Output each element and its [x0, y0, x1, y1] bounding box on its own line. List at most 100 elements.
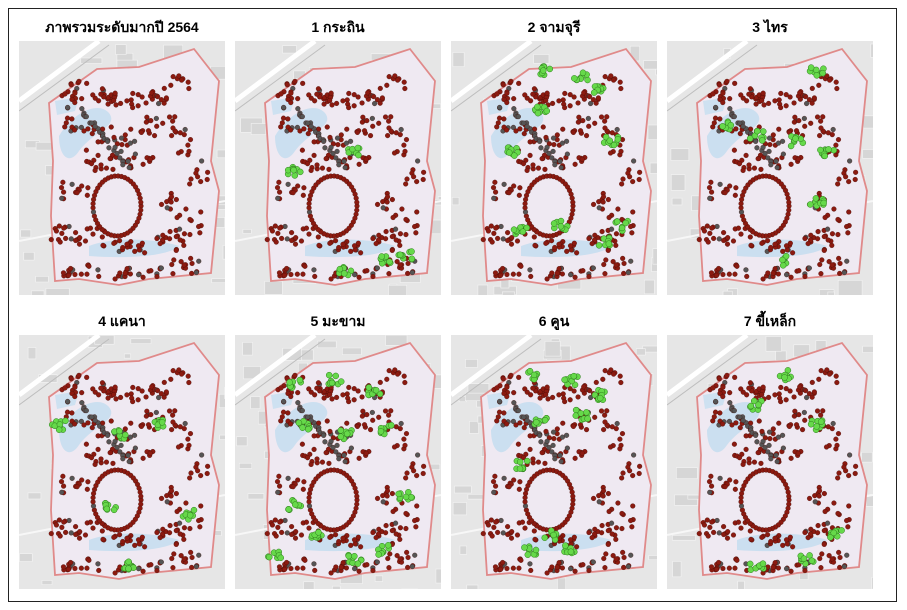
tree-point: [393, 237, 399, 243]
tree-point: [145, 128, 152, 134]
tree-point: [386, 368, 392, 374]
highlight-tree-point: [541, 417, 549, 424]
highlight-tree-point: [813, 423, 820, 430]
tree-point: [338, 132, 344, 138]
tree-point: [776, 126, 782, 132]
tree-point: [59, 195, 65, 201]
tree-point: [305, 161, 311, 167]
tree-point: [138, 199, 144, 205]
tree-point: [786, 423, 792, 429]
tree-point: [746, 456, 752, 462]
tree-point: [590, 201, 597, 207]
tree-point: [388, 114, 394, 120]
tree-point: [100, 242, 106, 248]
tree-point: [188, 255, 194, 261]
tree-point: [564, 151, 570, 157]
tree-point: [187, 232, 193, 238]
tree-point: [613, 525, 619, 531]
tree-point: [174, 214, 180, 221]
tree-point: [716, 530, 722, 536]
tree-point: [517, 126, 523, 132]
tree-point: [770, 426, 776, 432]
tree-point: [491, 489, 497, 495]
tree-point: [821, 491, 827, 497]
tree-point: [275, 230, 281, 236]
tree-point: [142, 250, 148, 256]
campus-map: [235, 41, 441, 295]
tree-point: [110, 166, 116, 172]
tree-point: [389, 528, 395, 534]
tree-point: [99, 528, 105, 534]
tree-point: [173, 247, 179, 253]
tree-point: [48, 237, 54, 243]
tree-point: [85, 479, 91, 485]
tree-point: [289, 524, 295, 530]
tree-point: [613, 556, 619, 562]
tree-point: [62, 91, 68, 97]
tree-point: [510, 418, 516, 424]
tree-point: [500, 265, 506, 272]
tree-point: [590, 495, 597, 501]
tree-point: [316, 242, 322, 248]
tree-point: [354, 129, 360, 135]
tree-point: [495, 120, 501, 126]
tree-point: [759, 392, 765, 398]
tree-point: [599, 530, 605, 536]
tree-point: [528, 392, 534, 398]
tree-point: [598, 114, 605, 120]
tree-point: [398, 420, 404, 427]
tree-point: [755, 156, 761, 162]
tree-point: [305, 120, 311, 126]
tree-point: [497, 104, 503, 110]
tree-point: [328, 90, 334, 96]
tree-point: [327, 392, 333, 398]
tree-point: [809, 379, 815, 385]
tree-point: [363, 156, 369, 162]
tree-point: [776, 391, 782, 397]
tree-point: [364, 562, 370, 568]
tree-point: [550, 148, 556, 154]
tree-point: [61, 483, 67, 489]
tree-point: [820, 408, 826, 414]
tree-point: [148, 412, 154, 418]
tree-point: [608, 367, 614, 373]
tree-point: [385, 133, 391, 139]
tree-point: [784, 272, 790, 278]
tree-point: [592, 120, 598, 126]
tree-point: [279, 235, 285, 241]
tree-point: [377, 85, 383, 91]
tree-point: [284, 559, 290, 566]
tree-point: [830, 420, 836, 427]
tree-point: [521, 120, 527, 126]
tree-point: [716, 559, 722, 566]
tree-point: [614, 126, 620, 133]
tree-point: [488, 223, 494, 229]
tree-point: [510, 565, 516, 571]
tree-point: [139, 240, 145, 246]
tree-point: [835, 181, 841, 187]
highlight-tree-point: [524, 551, 532, 558]
tree-point: [772, 560, 778, 566]
tree-point: [630, 179, 636, 185]
tree-point: [804, 395, 810, 401]
tree-point: [504, 565, 510, 572]
tree-point: [772, 266, 778, 272]
tree-point: [837, 554, 843, 561]
tree-point: [539, 156, 545, 162]
tree-point: [611, 371, 617, 377]
tree-point: [280, 409, 287, 415]
tree-point: [575, 119, 581, 125]
tree-point: [130, 384, 136, 390]
tree-point: [175, 444, 182, 450]
tree-point: [84, 271, 90, 277]
tree-point: [204, 470, 210, 477]
tree-point: [802, 273, 808, 280]
tree-point: [72, 271, 78, 278]
tree-point: [820, 114, 826, 120]
tree-point: [837, 270, 843, 276]
tree-point: [187, 431, 194, 437]
tree-point: [198, 503, 204, 509]
tree-point: [795, 156, 801, 162]
tree-point: [276, 473, 282, 479]
tree-point: [620, 176, 626, 182]
